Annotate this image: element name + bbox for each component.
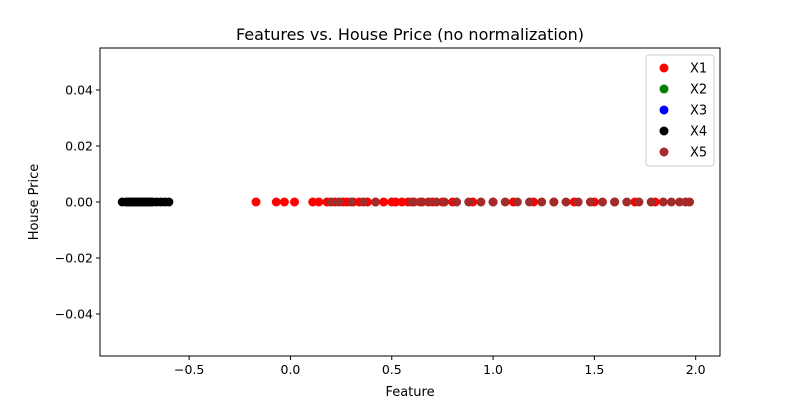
data-point-x5-24	[622, 197, 632, 207]
legend-label-x1: X1	[690, 62, 707, 77]
legend-marker-x4	[659, 126, 669, 136]
chart-title: Features vs. House Price (no normalizati…	[236, 25, 584, 44]
data-point-x5-12	[476, 197, 486, 207]
x-tick-label: 0.0	[281, 362, 301, 377]
y-tick-label: 0.02	[65, 139, 93, 154]
x-axis: −0.5 0.0 0.5 1.0 1.5 2.0	[174, 356, 706, 377]
data-point-x5-22	[597, 197, 607, 207]
data-point-x5-6	[415, 197, 425, 207]
y-axis: −0.04 −0.02 0.00 0.02 0.04	[55, 83, 100, 322]
data-point-x5-16	[525, 197, 535, 207]
y-tick-label: −0.02	[55, 251, 93, 266]
legend-label-x3: X3	[690, 104, 707, 119]
data-point-x5-0	[326, 197, 336, 207]
data-point-x5-9	[439, 197, 449, 207]
data-point-x4-18	[164, 197, 174, 207]
data-point-x5-7	[423, 197, 433, 207]
legend-label-x2: X2	[690, 83, 707, 98]
x-axis-label: Feature	[385, 385, 434, 400]
legend-marker-x1	[659, 63, 669, 73]
data-point-x1-5	[314, 197, 324, 207]
data-point-x5-4	[371, 197, 381, 207]
data-point-x1-1	[271, 197, 281, 207]
data-point-x5-17	[537, 197, 547, 207]
x-tick-label: 2.0	[686, 362, 706, 377]
legend-label-x4: X4	[690, 125, 707, 140]
legend-marker-x3	[659, 105, 669, 115]
data-point-x5-10	[452, 197, 462, 207]
data-point-x5-27	[658, 197, 668, 207]
legend-marker-x2	[659, 84, 669, 94]
y-tick-label: −0.04	[55, 307, 93, 322]
x-tick-label: 1.0	[483, 362, 503, 377]
data-point-x5-3	[358, 197, 368, 207]
data-point-x1-2	[279, 197, 289, 207]
y-tick-label: 0.00	[65, 195, 93, 210]
data-point-x5-5	[407, 197, 417, 207]
data-point-x5-25	[634, 197, 644, 207]
data-point-x1-3	[290, 197, 300, 207]
data-point-x5-20	[573, 197, 583, 207]
data-point-x5-19	[561, 197, 571, 207]
legend-marker-x5	[659, 147, 669, 157]
data-point-x5-28	[666, 197, 676, 207]
data-point-x5-21	[585, 197, 595, 207]
plot-marks	[117, 197, 695, 207]
data-point-x5-18	[549, 197, 559, 207]
data-point-x1-14	[379, 197, 389, 207]
data-point-x5-1	[334, 197, 344, 207]
data-point-x5-23	[610, 197, 620, 207]
legend: X1 X2 X3 X4 X5	[645, 54, 715, 167]
legend-label-x5: X5	[690, 146, 707, 161]
y-tick-label: 0.04	[65, 83, 93, 98]
data-point-x5-2	[346, 197, 356, 207]
data-point-x1-0	[251, 197, 261, 207]
data-point-x5-31	[685, 197, 695, 207]
data-point-x5-15	[512, 197, 522, 207]
x-tick-label: 1.5	[584, 362, 604, 377]
data-point-x5-14	[500, 197, 510, 207]
y-axis-label: House Price	[27, 164, 42, 241]
data-point-x5-8	[431, 197, 441, 207]
x-tick-label: −0.5	[174, 362, 204, 377]
data-point-x5-11	[464, 197, 474, 207]
x-tick-label: 0.5	[382, 362, 402, 377]
data-point-x5-26	[646, 197, 656, 207]
data-point-x5-13	[488, 197, 498, 207]
legend-box	[645, 54, 715, 167]
